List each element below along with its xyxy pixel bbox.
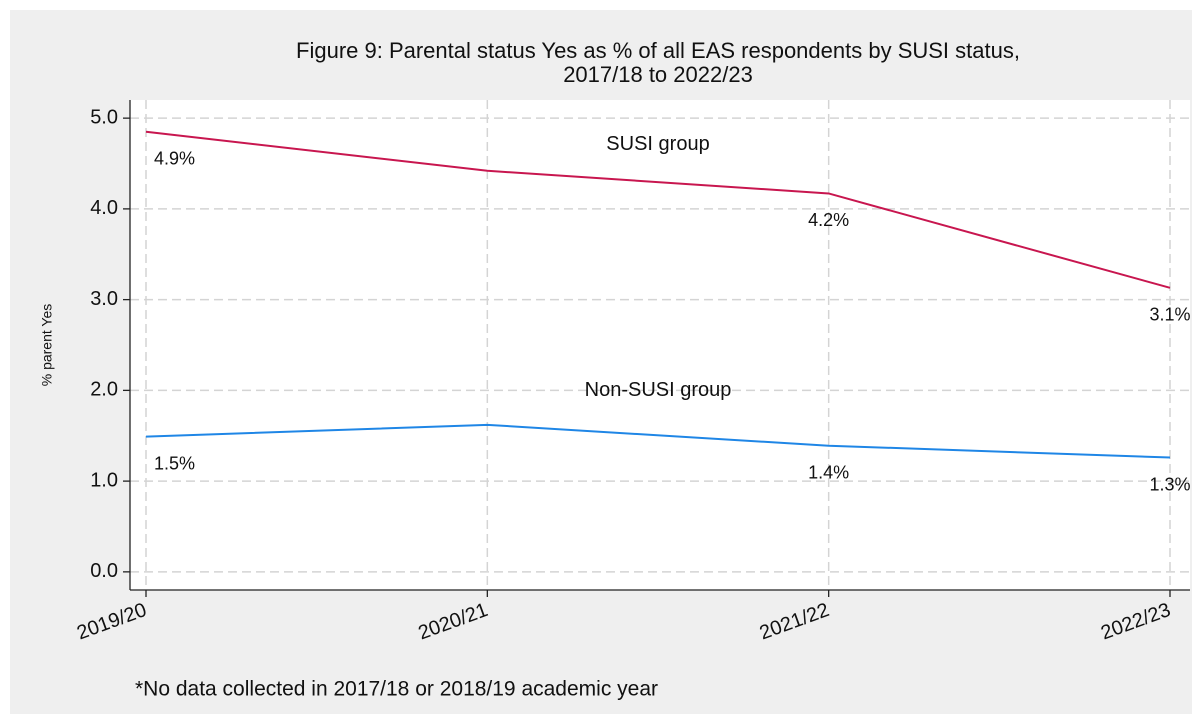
y-tick-label: 0.0: [90, 560, 118, 582]
series-line: [145, 423, 1171, 459]
series-line: [145, 130, 1171, 289]
chart-title: 2017/18 to 2022/23: [563, 62, 753, 87]
y-axis-label: % parent Yes: [39, 304, 55, 387]
data-label: 4.2%: [808, 210, 849, 230]
series-label: SUSI group: [606, 133, 709, 155]
plot-area: [130, 100, 1190, 590]
y-tick-label: 4.0: [90, 197, 118, 219]
data-label: 4.9%: [154, 149, 195, 169]
footnote: *No data collected in 2017/18 or 2018/19…: [135, 678, 658, 701]
data-label: 3.1%: [1149, 305, 1190, 325]
series-label: Non-SUSI group: [585, 379, 732, 401]
chart-title: Figure 9: Parental status Yes as % of al…: [296, 38, 1020, 63]
data-label: 1.4%: [808, 462, 849, 482]
y-tick-label: 2.0: [90, 379, 118, 401]
data-label: 1.5%: [154, 453, 195, 473]
y-tick-label: 3.0: [90, 288, 118, 310]
y-tick-label: 1.0: [90, 469, 118, 491]
y-tick-label: 5.0: [90, 106, 118, 128]
data-label: 1.3%: [1149, 474, 1190, 494]
